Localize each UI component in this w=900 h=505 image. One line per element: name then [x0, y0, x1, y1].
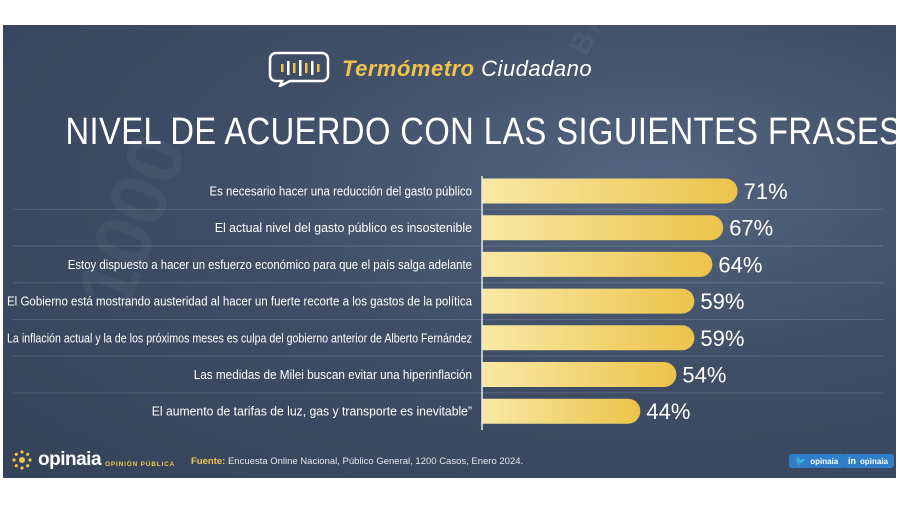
category-label: La inflación actual y la de los próximos…: [7, 330, 472, 345]
value-label: 67%: [729, 216, 773, 241]
value-label: 59%: [700, 326, 744, 351]
twitter-link[interactable]: 🐦 opinaia: [789, 454, 845, 468]
twitter-handle: opinaia: [810, 456, 839, 466]
category-label: Estoy dispuesto a hacer un esfuerzo econ…: [68, 257, 472, 272]
chart-title: NIVEL DE ACUERDO CON LAS SIGUIENTES FRAS…: [65, 111, 896, 153]
category-label: El actual nivel del gasto público es ins…: [215, 220, 472, 235]
footer: opinaia OPINIÓN PÚBLICA Fuente: Encuesta…: [3, 445, 896, 478]
source-label: Fuente:: [191, 456, 226, 467]
speech-bubble-soundwave-icon: [268, 51, 330, 87]
category-label: Las medidas de Milei buscan evitar una h…: [194, 367, 472, 382]
source-note: Fuente: Encuesta Online Nacional, Públic…: [191, 456, 523, 467]
category-label: Es necesario hacer una reducción del gas…: [210, 184, 473, 199]
bar: [482, 251, 713, 277]
bar: [482, 215, 724, 241]
infographic-panel: BANCO CENTRAL 1000 Termómetro Ciudadano …: [3, 25, 896, 478]
value-label: 71%: [744, 179, 788, 204]
linkedin-link[interactable]: in opinaia: [842, 454, 895, 468]
bar: [482, 178, 738, 204]
brand-title: Termómetro Ciudadano: [342, 56, 592, 82]
horizontal-bar-chart: Es necesario hacer una reducción del gas…: [7, 176, 883, 430]
linkedin-handle: opinaia: [860, 456, 889, 466]
sun-logo-icon: [12, 450, 32, 470]
brand-title-rest: Ciudadano: [481, 56, 593, 81]
bar: [482, 362, 677, 387]
bar: [482, 325, 695, 351]
category-label: El aumento de tarifas de luz, gas y tran…: [152, 404, 472, 419]
value-label: 44%: [646, 399, 690, 424]
value-label: 64%: [718, 252, 762, 277]
value-label: 54%: [682, 363, 726, 388]
twitter-bird-icon: 🐦: [795, 455, 807, 466]
value-label: 59%: [700, 289, 744, 314]
opinaia-logo: opinaia OPINIÓN PÚBLICA: [11, 449, 175, 471]
logo-subtitle: OPINIÓN PÚBLICA: [105, 460, 176, 468]
linkedin-icon: in: [848, 456, 856, 466]
bar: [482, 288, 695, 314]
brand-title-accent: Termómetro: [342, 56, 475, 81]
logo-text: opinaia: [38, 449, 102, 470]
brand-header: Termómetro Ciudadano: [268, 51, 592, 87]
category-label: El Gobierno está mostrando austeridad al…: [7, 294, 473, 309]
source-text: Encuesta Online Nacional, Público Genera…: [225, 456, 524, 467]
bar: [482, 398, 641, 424]
